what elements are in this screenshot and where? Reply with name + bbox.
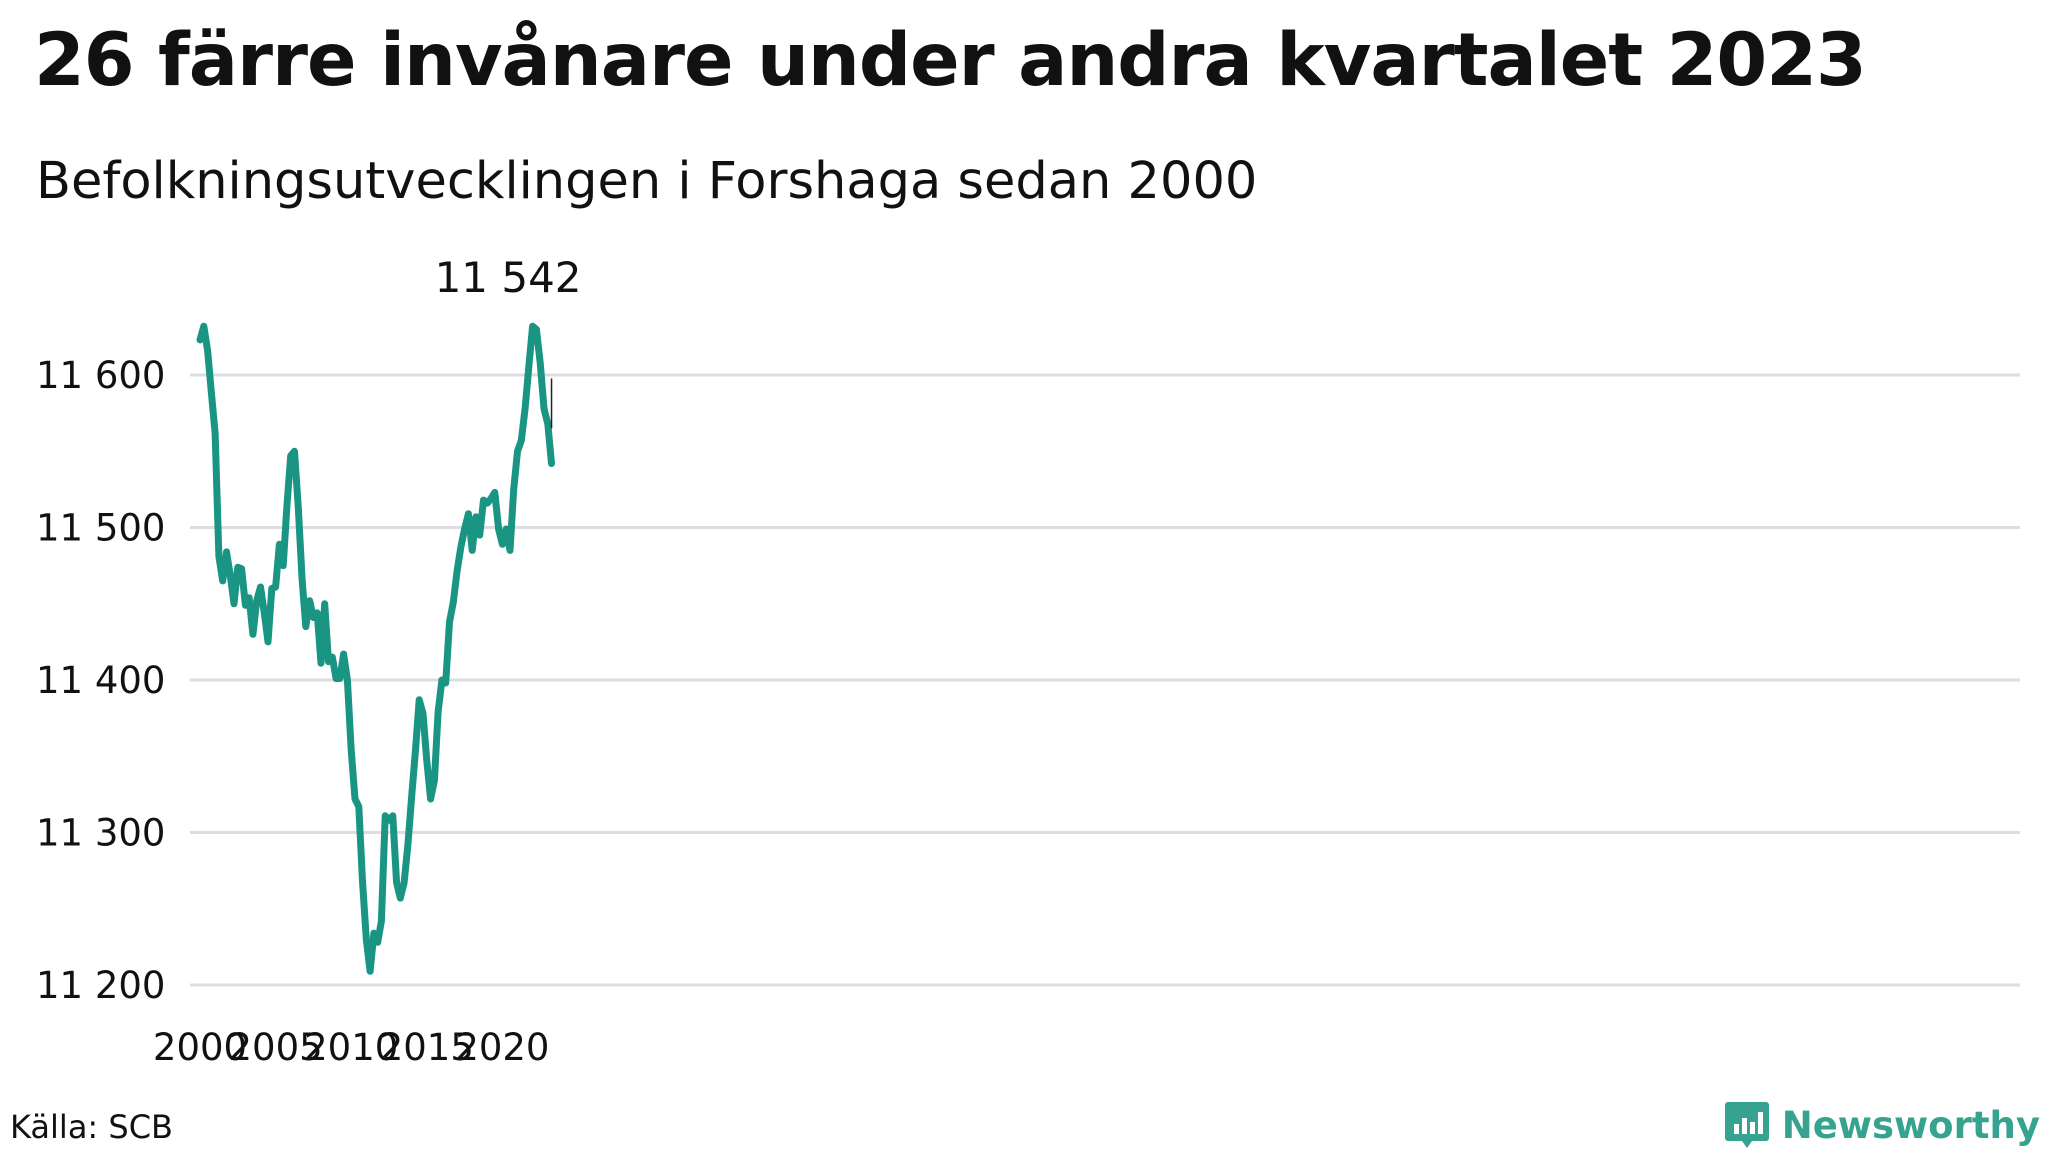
newsworthy-logo-icon [1724,1102,1769,1148]
y-tick-label: 11 500 [36,507,165,550]
x-tick-label: 2005 [229,1026,323,1069]
x-tick-label: 2000 [153,1026,247,1069]
source-note: Källa: SCB [10,1108,173,1146]
x-tick-label: 2015 [380,1026,474,1069]
brand-logo: Newsworthy [1724,1100,2040,1150]
end-value-label: 11 542 [435,253,582,302]
y-tick-label: 11 600 [36,354,165,397]
chart-subtitle: Befolkningsutvecklingen i Forshaga sedan… [36,152,1258,211]
y-tick-label: 11 200 [36,964,165,1007]
y-tick-label: 11 300 [36,812,165,855]
x-tick-label: 2010 [304,1026,398,1069]
y-tick-label: 11 400 [36,659,165,702]
chart-title: 26 färre invånare under andra kvartalet … [34,18,1867,103]
population-series-line [196,322,555,975]
x-tick-label: 2020 [455,1026,549,1069]
y-axis-tick-labels: 11 200 11 300 11 400 11 500 11 600 [36,354,165,1007]
brand-name: Newsworthy [1781,1103,2040,1147]
gridlines [190,373,2020,987]
